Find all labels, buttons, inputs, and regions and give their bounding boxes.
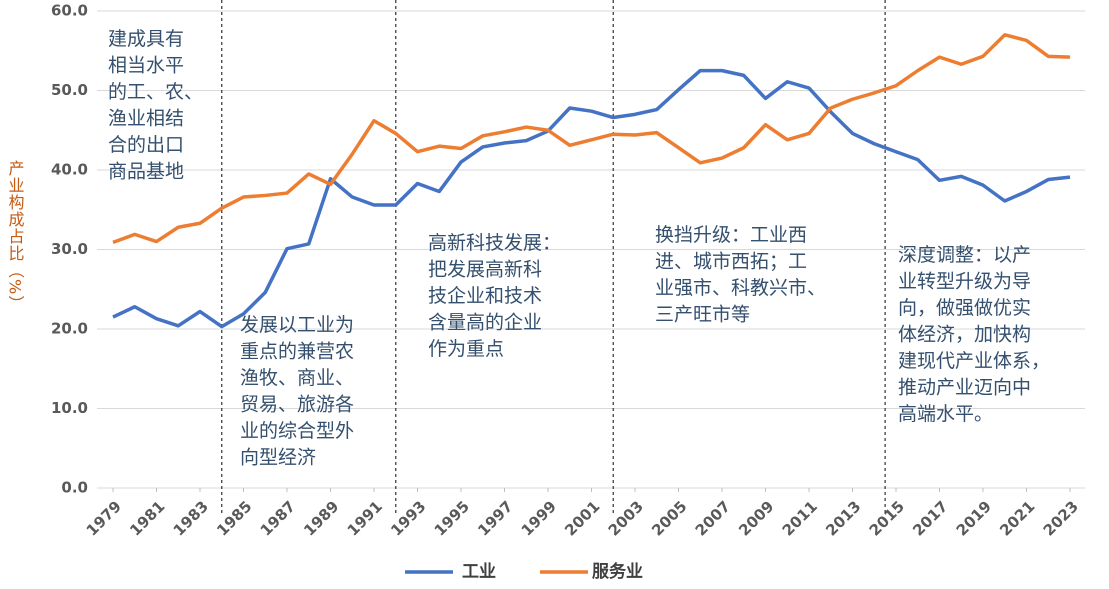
- x-tick-label: 1983: [170, 497, 212, 539]
- annotation: 进、城市西拓；工: [655, 251, 807, 273]
- x-tick-label: 2009: [735, 497, 777, 539]
- annotation: 渔业相结: [108, 108, 184, 130]
- annotation: 体经济，加快构: [898, 324, 1031, 346]
- y-tick-label: 60.0: [51, 2, 88, 20]
- x-tick-label: 2021: [996, 497, 1038, 539]
- series-line: [112, 33, 1071, 244]
- annotation: 高端水平。: [898, 403, 993, 425]
- annotation: 换挡升级：工业西: [655, 224, 807, 246]
- annotation: 发展以工业为: [240, 314, 354, 336]
- annotation: 向型经济: [240, 447, 316, 469]
- annotation: 重点的兼营农: [240, 341, 354, 363]
- annotation: 建现代产业体系，: [898, 350, 1050, 372]
- annotation: 业的综合型外: [240, 420, 354, 442]
- x-tick-label: 2013: [822, 497, 864, 539]
- y-tick-label: 10.0: [51, 399, 88, 417]
- x-tick-label: 2023: [1040, 497, 1082, 539]
- y-tick-label: 0.0: [61, 479, 88, 497]
- y-tick-label: 50.0: [51, 81, 88, 99]
- x-tick-label: 1997: [474, 497, 516, 539]
- y-axis-label: 产业构成占比（%）: [6, 160, 25, 312]
- x-tick-label: 2001: [561, 497, 603, 539]
- y-tick-label: 40.0: [51, 161, 88, 179]
- annotation: 含量高的企业: [428, 312, 542, 334]
- x-tick-label: 1985: [213, 497, 255, 539]
- annotation: 业转型升级为导: [898, 271, 1031, 293]
- annotation: 高新科技发展：: [428, 232, 561, 254]
- legend-label: 服务业: [592, 561, 643, 582]
- x-tick-label: 2011: [779, 497, 821, 539]
- annotation: 向，做强做优实: [898, 297, 1031, 319]
- annotation: 相当水平: [108, 55, 184, 77]
- x-tick-label: 1987: [257, 497, 299, 539]
- annotation: 商品基地: [108, 161, 184, 183]
- x-tick-label: 1999: [518, 497, 560, 539]
- annotation: 推动产业迈向中: [898, 377, 1031, 399]
- series-line: [112, 68, 1071, 329]
- x-tick-label: 1993: [387, 497, 429, 539]
- y-tick-label: 30.0: [51, 240, 88, 258]
- annotation: 技企业和技术: [428, 285, 542, 307]
- x-tick-label: 2017: [909, 497, 951, 539]
- x-tick-label: 2005: [648, 497, 690, 539]
- legend-label: 工业: [462, 562, 496, 582]
- x-tick-label: 2007: [692, 497, 734, 539]
- x-tick-label: 2019: [953, 497, 995, 539]
- x-tick-label: 2003: [605, 497, 647, 539]
- annotation: 渔牧、商业、: [240, 367, 354, 389]
- annotation: 合的出口: [108, 134, 184, 156]
- annotation: 深度调整：以产: [898, 244, 1031, 266]
- x-tick-label: 1995: [431, 497, 473, 539]
- annotation: 业强市、科教兴市、: [655, 277, 826, 299]
- x-tick-label: 1989: [300, 497, 342, 539]
- annotation: 贸易、旅游各: [240, 394, 354, 416]
- annotation: 作为重点: [428, 338, 504, 360]
- annotation: 把发展高新科: [428, 259, 542, 281]
- annotation: 建成具有: [108, 28, 184, 50]
- x-tick-label: 1991: [344, 497, 386, 539]
- annotation: 的工、农、: [108, 81, 203, 103]
- x-tick-label: 1979: [83, 497, 125, 539]
- y-tick-label: 20.0: [51, 320, 88, 338]
- annotation: 三产旺市等: [655, 304, 750, 326]
- x-tick-label: 1981: [126, 497, 168, 539]
- x-tick-label: 2015: [866, 497, 908, 539]
